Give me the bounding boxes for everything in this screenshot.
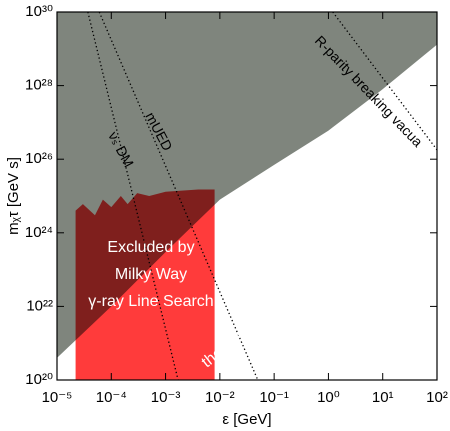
line — [98, 12, 259, 380]
x-tick-label: 10⁻¹ — [259, 389, 289, 406]
x-axis-label: ε [GeV] — [222, 411, 271, 428]
plot — [57, 12, 437, 380]
y-tick-label: 10²⁴ — [25, 224, 53, 241]
y-tick-label: 10³⁰ — [25, 3, 53, 20]
region — [75, 189, 215, 380]
region-label: Milky Way — [115, 266, 187, 283]
line — [332, 12, 437, 151]
plot-frame — [56, 11, 438, 381]
x-tick-label: 10⁻² — [205, 389, 235, 406]
y-tick-label: 10²² — [26, 297, 53, 314]
y-tick-label: 10²⁸ — [25, 77, 53, 94]
x-tick-label: 10⁻⁵ — [42, 389, 73, 406]
line — [87, 12, 179, 380]
region-label: the Isotropic Diffuse Photon Background — [199, 182, 435, 372]
y-axis-label: mᵪτ [GeV s] — [5, 157, 22, 235]
x-tick-label: 10⁻⁴ — [96, 389, 127, 406]
x-tick-label: 10¹ — [372, 389, 394, 406]
x-tick-label: 10⁰ — [317, 389, 340, 406]
x-tick-label: 10⁻³ — [151, 389, 181, 406]
region-label: Excluded by — [107, 239, 194, 256]
region-label: γ-ray Line Search — [88, 293, 213, 310]
region — [57, 12, 437, 358]
y-tick-label: 10²⁶ — [25, 150, 53, 167]
x-tick-label: 10² — [426, 389, 448, 406]
y-tick-label: 10²⁰ — [25, 371, 53, 388]
